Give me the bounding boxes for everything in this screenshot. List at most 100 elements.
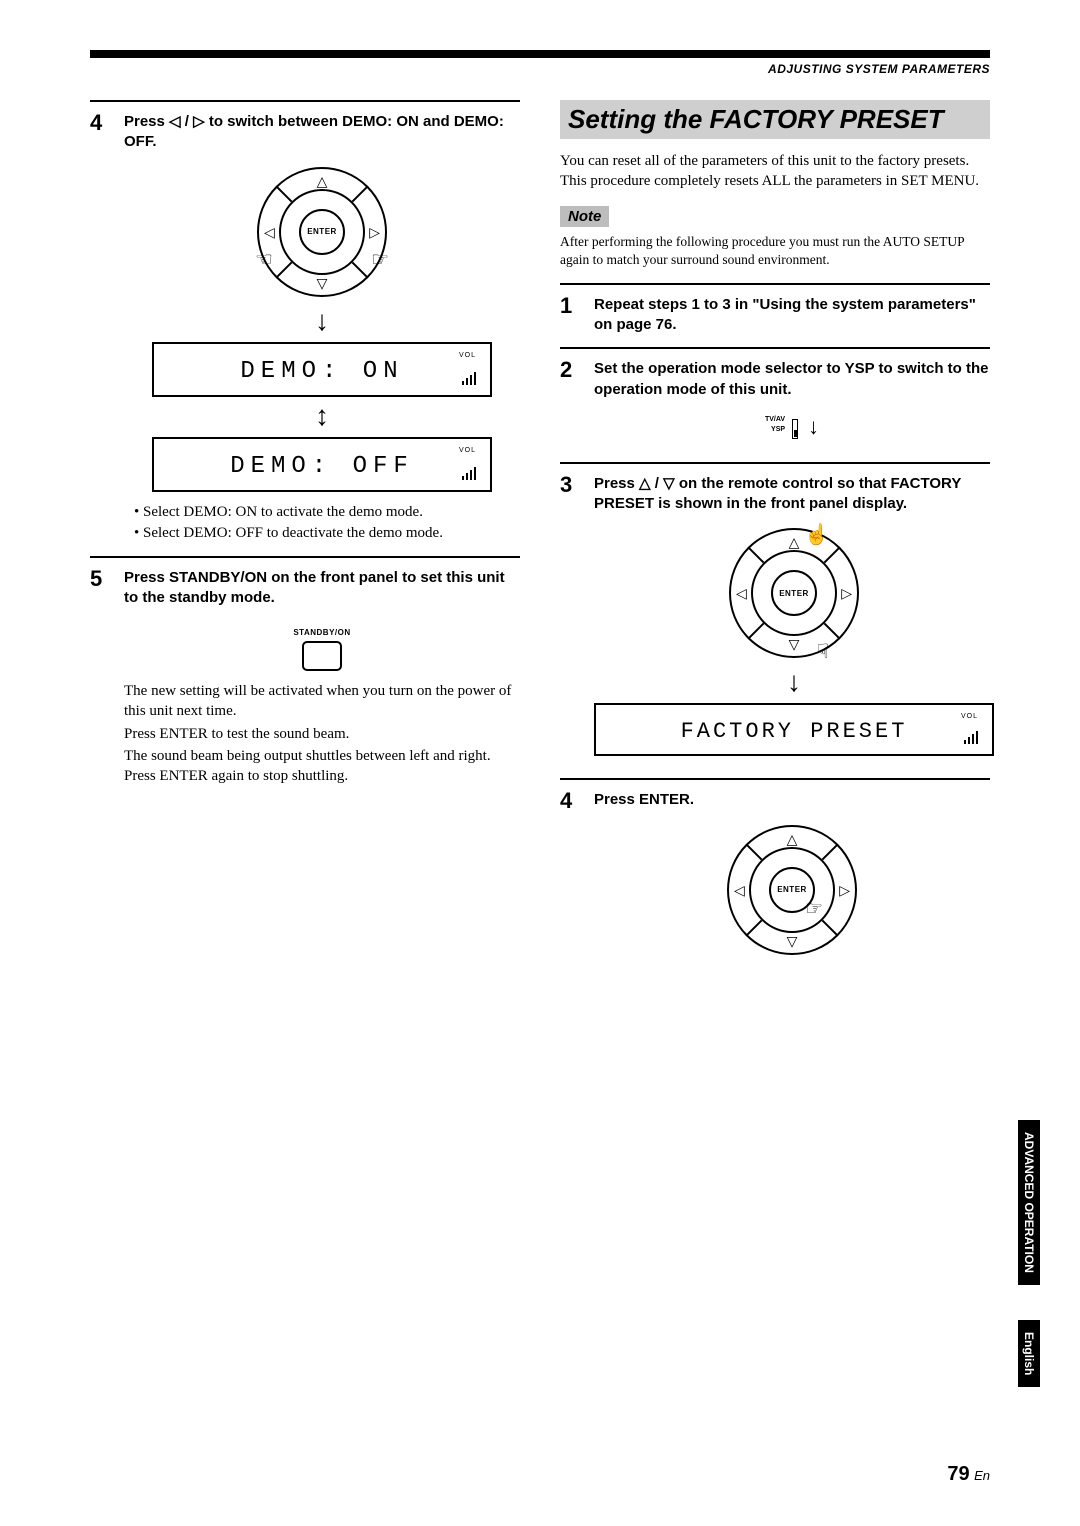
up-icon: △ — [789, 535, 800, 549]
arrow-down-icon: ↓ — [594, 669, 994, 697]
dpad-icon: ENTER △ ▽ ◁ ▷ ☞ — [727, 825, 857, 955]
vol-bars-icon — [462, 371, 476, 385]
step-title: Press △ / ▽ on the remote control so tha… — [594, 474, 994, 515]
right-column: Setting the FACTORY PRESET You can reset… — [560, 100, 990, 982]
step-number: 4 — [90, 112, 110, 544]
intro-text: You can reset all of the parameters of t… — [560, 151, 990, 192]
down-icon: ▽ — [317, 276, 328, 290]
page-lang: En — [974, 1468, 990, 1483]
triangle-left-icon: ◁ — [169, 113, 181, 130]
right-step-3: 3 Press △ / ▽ on the remote control so t… — [560, 462, 990, 767]
vol-bars-icon — [964, 730, 978, 744]
content-columns: 4 Press ◁ / ▷ to switch between DEMO: ON… — [90, 100, 990, 982]
left-icon: ◁ — [264, 225, 275, 239]
vol-label: VOL — [459, 447, 476, 454]
left-step-4: 4 Press ◁ / ▷ to switch between DEMO: ON… — [90, 100, 520, 544]
dpad-icon: ENTER △ ▽ ◁ ▷ ☜ ☞ — [257, 167, 387, 297]
body-text: Press ENTER to test the sound beam. — [124, 724, 520, 744]
text: Press — [594, 475, 639, 492]
step-number: 1 — [560, 295, 580, 336]
left-step-5: 5 Press STANDBY/ON on the front panel to… — [90, 556, 520, 787]
step-title: Set the operation mode selector to YSP t… — [594, 359, 990, 400]
triangle-right-icon: ▷ — [193, 113, 205, 130]
enter-button-label: ENTER — [299, 209, 345, 255]
step-number: 5 — [90, 568, 110, 787]
switch-icon — [792, 419, 798, 439]
hand-icon: ☞ — [805, 896, 823, 921]
vol-label: VOL — [459, 352, 476, 359]
text: / — [651, 475, 664, 492]
lcd-text: DEMO: OFF — [230, 453, 414, 480]
page-footer: 79 En — [947, 1463, 990, 1486]
step-title: Press ENTER. — [594, 790, 990, 810]
step-title: Press ◁ / ▷ to switch between DEMO: ON a… — [124, 112, 520, 153]
triangle-down-icon: ▽ — [663, 475, 675, 492]
sidetab-label: English — [1022, 1332, 1036, 1375]
left-icon: ◁ — [734, 883, 745, 897]
step-title: Repeat steps 1 to 3 in "Using the system… — [594, 295, 990, 336]
sidetab-english: English — [1018, 1320, 1040, 1387]
lcd-text: DEMO: ON — [240, 358, 403, 385]
text: / — [181, 113, 194, 130]
left-column: 4 Press ◁ / ▷ to switch between DEMO: ON… — [90, 100, 520, 982]
lcd-demo-off: DEMO: OFF VOL — [152, 437, 492, 492]
dpad-icon: ENTER △ ▽ ◁ ▷ ☝ ☟ — [729, 528, 859, 658]
standby-label: STANDBY/ON — [293, 628, 350, 637]
right-icon: ▷ — [839, 883, 850, 897]
step-body: Set the operation mode selector to YSP t… — [594, 359, 990, 450]
vol-label: VOL — [961, 713, 978, 720]
header-bar — [90, 50, 990, 58]
section-heading: Setting the FACTORY PRESET — [560, 100, 990, 139]
up-icon: △ — [787, 832, 798, 846]
button-outline — [302, 641, 342, 671]
hand-icon: ☟ — [817, 639, 829, 664]
hand-icon: ☝ — [804, 522, 829, 547]
triangle-up-icon: △ — [639, 475, 651, 492]
text: Press — [124, 113, 169, 130]
step-number: 3 — [560, 474, 580, 767]
sel-top: TV/AV — [765, 416, 785, 423]
lcd-text: FACTORY PRESET — [681, 719, 908, 744]
body-text: The new setting will be activated when y… — [124, 681, 520, 722]
right-step-1: 1 Repeat steps 1 to 3 in "Using the syst… — [560, 283, 990, 336]
step-body: Press △ / ▽ on the remote control so tha… — [594, 474, 994, 767]
up-icon: △ — [317, 174, 328, 188]
dpad-diagram: ENTER △ ▽ ◁ ▷ ☜ ☞ ↓ DEMO: ON VOL ↕ — [124, 167, 520, 492]
standby-diagram: STANDBY/ON — [124, 622, 520, 671]
note-label: Note — [560, 206, 609, 227]
down-icon: ▽ — [787, 934, 798, 948]
header-section: ADJUSTING SYSTEM PARAMETERS — [90, 62, 990, 76]
bullet-list: Select DEMO: ON to activate the demo mod… — [124, 502, 520, 544]
selector-diagram: TV/AV YSP ↓ — [594, 414, 990, 440]
step-body: Press STANDBY/ON on the front panel to s… — [124, 568, 520, 787]
vol-bars-icon — [462, 466, 476, 480]
right-step-4: 4 Press ENTER. ENTER △ ▽ ◁ ▷ ☞ — [560, 778, 990, 969]
note-text: After performing the following procedure… — [560, 233, 990, 269]
sidetab-label: ADVANCED OPERATION — [1022, 1132, 1036, 1273]
sidetab-advanced: ADVANCED OPERATION — [1018, 1120, 1040, 1285]
right-step-2: 2 Set the operation mode selector to YSP… — [560, 347, 990, 450]
arrow-down-icon: ↓ — [808, 414, 819, 439]
dpad-diagram: ENTER △ ▽ ◁ ▷ ☝ ☟ ↓ FACTORY PRESET VOL — [594, 528, 994, 756]
step-body: Press ◁ / ▷ to switch between DEMO: ON a… — [124, 112, 520, 544]
step-number: 2 — [560, 359, 580, 450]
page-number: 79 — [947, 1463, 969, 1485]
standby-button-icon: STANDBY/ON — [293, 628, 350, 671]
lcd-factory-preset: FACTORY PRESET VOL — [594, 703, 994, 756]
lcd-demo-on: DEMO: ON VOL — [152, 342, 492, 397]
left-icon: ◁ — [736, 586, 747, 600]
hand-icon: ☞ — [371, 247, 389, 272]
dpad-diagram: ENTER △ ▽ ◁ ▷ ☞ — [594, 825, 990, 960]
right-icon: ▷ — [369, 225, 380, 239]
mode-selector-icon: TV/AV YSP — [765, 415, 785, 435]
step-number: 4 — [560, 790, 580, 969]
step-body: Repeat steps 1 to 3 in "Using the system… — [594, 295, 990, 336]
body-text: The sound beam being output shuttles bet… — [124, 746, 520, 787]
arrow-down-icon: ↓ — [124, 308, 520, 336]
sel-bot: YSP — [771, 426, 785, 433]
list-item: Select DEMO: OFF to deactivate the demo … — [124, 523, 520, 544]
right-icon: ▷ — [841, 586, 852, 600]
hand-icon: ☜ — [255, 247, 273, 272]
down-icon: ▽ — [789, 637, 800, 651]
step-title: Press STANDBY/ON on the front panel to s… — [124, 568, 520, 609]
